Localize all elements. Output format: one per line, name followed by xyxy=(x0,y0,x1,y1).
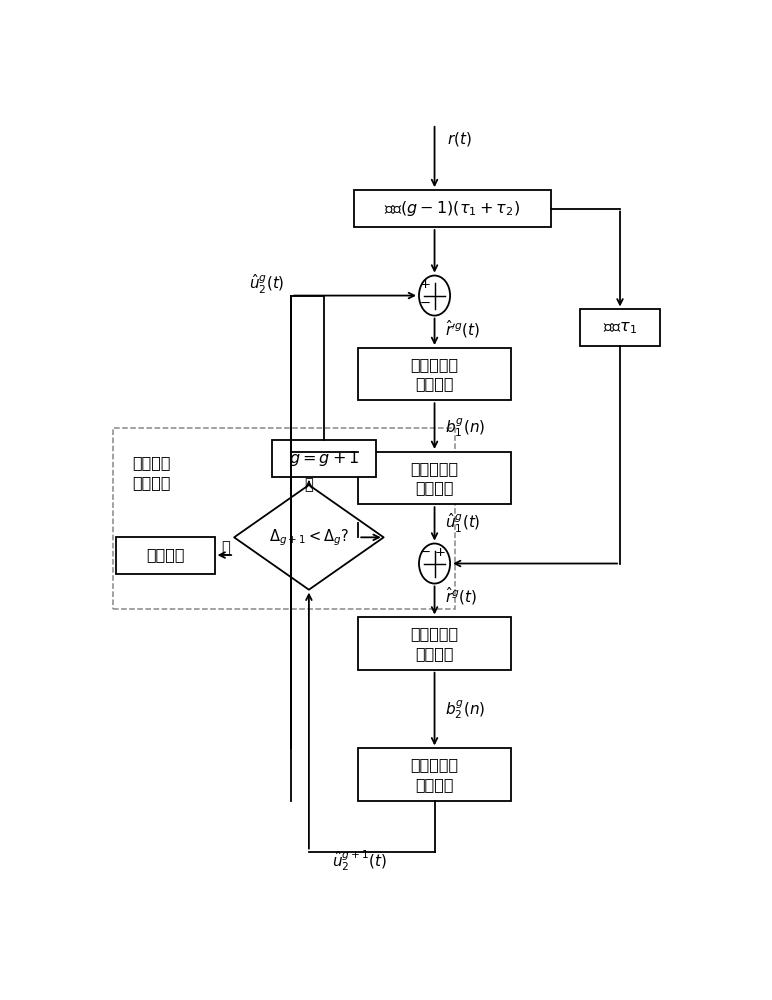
Text: 通信体制二
重构模块: 通信体制二 重构模块 xyxy=(411,757,459,792)
Bar xyxy=(358,748,511,801)
Bar xyxy=(358,452,511,504)
Bar xyxy=(113,428,455,609)
Text: $\Delta_{g+1}<\Delta_g$?: $\Delta_{g+1}<\Delta_g$? xyxy=(269,527,349,548)
Bar xyxy=(358,348,511,400)
Polygon shape xyxy=(234,485,384,590)
Text: 迭代终止: 迭代终止 xyxy=(146,548,185,563)
Text: $\hat{u}_2^g(t)$: $\hat{u}_2^g(t)$ xyxy=(249,272,285,296)
Circle shape xyxy=(419,544,450,584)
Text: 通信体制一
解调模块: 通信体制一 解调模块 xyxy=(411,357,459,391)
Bar xyxy=(116,537,215,574)
Text: $b_1^g(n)$: $b_1^g(n)$ xyxy=(445,417,486,439)
Bar xyxy=(272,440,376,477)
Text: 通信体制二
解调模块: 通信体制二 解调模块 xyxy=(411,626,459,661)
Text: $\hat{r}^g(t)$: $\hat{r}^g(t)$ xyxy=(445,585,477,607)
Text: $r(t)$: $r(t)$ xyxy=(446,130,471,148)
Text: $g = g+1$: $g = g+1$ xyxy=(289,449,359,468)
Circle shape xyxy=(419,276,450,316)
Text: $\hat{u}_2^{g+1}(t)$: $\hat{u}_2^{g+1}(t)$ xyxy=(332,848,388,873)
Text: $\hat{u}_1^g(t)$: $\hat{u}_1^g(t)$ xyxy=(445,512,481,535)
Text: +: + xyxy=(419,278,431,291)
Text: −: − xyxy=(419,297,431,310)
Text: 否: 否 xyxy=(221,540,229,555)
Bar xyxy=(580,309,660,346)
Bar xyxy=(354,190,551,227)
Text: +: + xyxy=(435,546,446,559)
Text: $b_2^g(n)$: $b_2^g(n)$ xyxy=(445,698,486,721)
Text: $\hat{r}^{\prime g}(t)$: $\hat{r}^{\prime g}(t)$ xyxy=(445,318,480,340)
Text: 迭代残留
判决模块: 迭代残留 判决模块 xyxy=(132,455,171,490)
Text: 延时$(g-1)(\tau_1+\tau_2)$: 延时$(g-1)(\tau_1+\tau_2)$ xyxy=(384,199,520,218)
Text: 是: 是 xyxy=(304,477,313,492)
Bar xyxy=(358,617,511,670)
Text: 延时$\tau_1$: 延时$\tau_1$ xyxy=(603,320,637,336)
Text: −: − xyxy=(419,546,431,559)
Text: 通信体制一
重构模块: 通信体制一 重构模块 xyxy=(411,461,459,495)
